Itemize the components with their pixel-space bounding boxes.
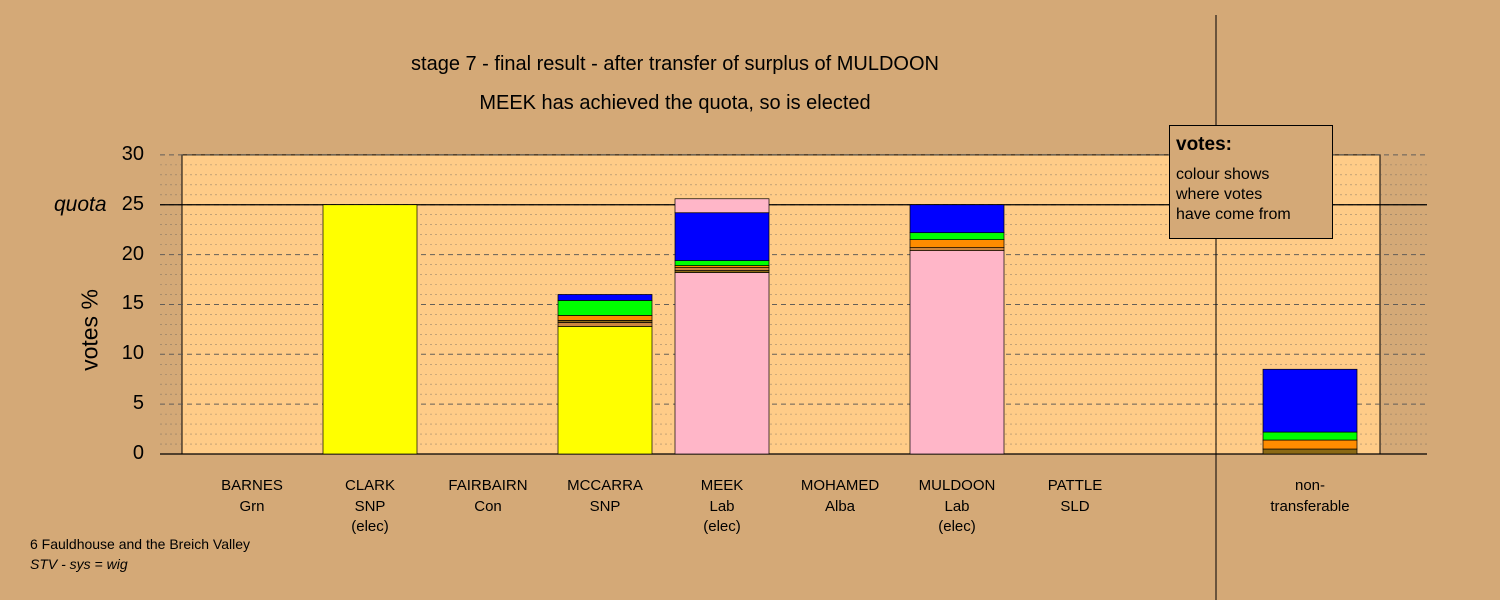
bar-segment-meek-lab xyxy=(674,272,770,455)
bar-segment-muldoon-grn xyxy=(909,232,1005,240)
x-tick-label-line: SLD xyxy=(1060,497,1090,515)
bar-segment-mccarra-alba xyxy=(557,315,653,321)
y-tick-label: 20 xyxy=(121,242,144,265)
x-tick-label: MCCARRA SNP xyxy=(550,476,660,517)
x-tick-label-line: transferable xyxy=(1270,497,1350,515)
bar-segment-muldoon-con xyxy=(909,204,1005,234)
x-tick-label: BARNES Grn xyxy=(197,476,307,517)
x-tick-label-line: MEEK xyxy=(700,477,744,494)
bar-segment-mccarra-grn xyxy=(557,300,653,316)
bar-segment-non-alba xyxy=(1262,439,1358,450)
x-tick-label: PATTLE SLD xyxy=(1020,476,1130,517)
legend-line: have come from xyxy=(1176,206,1291,223)
x-tick-label-line: BARNES xyxy=(221,477,283,494)
bar-segment-meek-lab xyxy=(674,198,770,214)
chart-subtitle: MEEK has achieved the quota, so is elect… xyxy=(479,92,871,114)
bar-segment-clark-snp xyxy=(322,204,418,455)
x-tick-label-line: Grn xyxy=(239,497,265,515)
bar-segment-meek-con xyxy=(674,212,770,261)
legend-line: where votes xyxy=(1176,186,1263,203)
y-tick-label: 30 xyxy=(121,142,144,165)
y-axis-label: votes % xyxy=(76,289,103,371)
bar-segment-meek-sld xyxy=(674,267,770,271)
x-tick-label: CLARK SNP (elec) xyxy=(315,476,425,538)
x-tick-label-line: MOHAMED xyxy=(800,477,880,494)
x-tick-label-line: PATTLE xyxy=(1047,477,1103,494)
x-tick-label-line: SNP xyxy=(354,497,386,515)
y-tick-label: 10 xyxy=(121,342,144,365)
x-tick-label: FAIRBAIRN Con xyxy=(433,476,543,517)
bar-segment-non-other xyxy=(1262,448,1358,455)
bar-segment-mccarra-con xyxy=(557,294,653,301)
x-tick-label-line: Con xyxy=(474,497,502,515)
x-tick-label-line: SNP xyxy=(589,497,621,515)
y-tick-label: 15 xyxy=(121,292,144,315)
y-tick-label: 5 xyxy=(132,392,144,415)
x-tick-label: MOHAMED Alba xyxy=(785,476,895,517)
y-tick-label: 0 xyxy=(132,442,144,464)
y-tick-label: 25 xyxy=(121,192,144,215)
x-tick-label-line: (elec) xyxy=(351,518,389,535)
bar-segment-mccarra-sld xyxy=(557,322,653,327)
x-tick-label-line: Lab xyxy=(944,497,970,515)
x-tick-label: MEEK Lab (elec) xyxy=(667,476,777,538)
bar-segment-muldoon-lab xyxy=(909,250,1005,455)
x-tick-label-line: MULDOON xyxy=(918,477,996,494)
bar-segment-muldoon-sld xyxy=(909,247,1005,251)
bar-segment-meek-grn xyxy=(674,260,770,266)
legend-heading: votes: xyxy=(1176,134,1232,155)
bar-segment-mccarra-snp xyxy=(557,326,653,455)
footer-area-name: 6 Fauldhouse and the Breich Valley xyxy=(30,536,250,552)
chart-title: stage 7 - final result - after transfer … xyxy=(411,53,939,75)
quota-label: quota xyxy=(54,193,107,216)
legend-box: votes: colour shows where votes have com… xyxy=(1169,125,1333,239)
x-tick-label-line: FAIRBAIRN xyxy=(448,477,528,494)
bar-segment-non-grn xyxy=(1262,431,1358,441)
bar-segment-muldoon-alba xyxy=(909,239,1005,248)
x-tick-label-line: MCCARRA xyxy=(567,477,643,494)
x-tick-label-line: Alba xyxy=(824,497,856,515)
footer-system: STV - sys = wig xyxy=(30,556,128,572)
legend-line: colour shows xyxy=(1176,166,1270,183)
x-tick-label-line: non- xyxy=(1294,477,1326,494)
x-tick-label: non-transferable xyxy=(1255,476,1365,517)
x-tick-label-line: (elec) xyxy=(938,518,976,535)
x-tick-label-line: (elec) xyxy=(703,518,741,535)
x-tick-label: MULDOON Lab (elec) xyxy=(902,476,1012,538)
x-tick-label-line: Lab xyxy=(709,497,735,515)
bar-segment-non-con xyxy=(1262,368,1358,433)
x-tick-label-line: CLARK xyxy=(344,477,396,494)
